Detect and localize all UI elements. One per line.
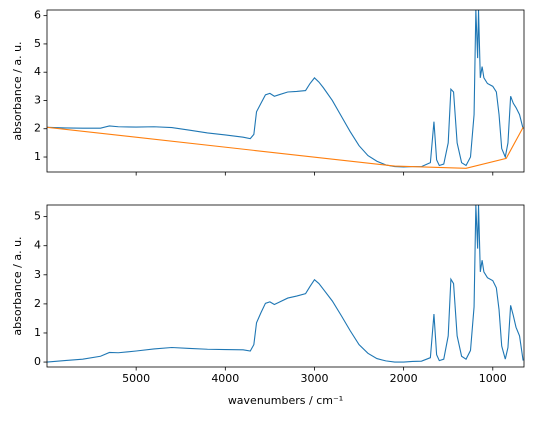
y-axis-label: absorbance / a. u. [11, 41, 24, 140]
spectrum-line [47, 205, 524, 363]
axes-frame [46, 9, 525, 173]
y-tick-label: 4 [34, 239, 41, 252]
spectrum-line [47, 10, 524, 168]
y-tick-label: 3 [34, 93, 41, 106]
y-tick-label: 0 [34, 355, 41, 368]
y-tick-label: 2 [34, 297, 41, 310]
plot-area [47, 205, 524, 363]
axes-frame [46, 204, 525, 368]
x-tick-label: 4000 [211, 372, 239, 385]
y-tick-label: 6 [34, 9, 41, 22]
x-tick-label: 2000 [390, 372, 418, 385]
y-tick-label: 2 [34, 122, 41, 135]
y-tick-label: 1 [34, 326, 41, 339]
y-tick-label: 4 [34, 65, 41, 78]
y-tick-label: 5 [34, 210, 41, 223]
x-axis-label: wavenumbers / cm⁻¹ [228, 394, 343, 407]
x-tick-label: 5000 [122, 372, 150, 385]
y-tick-label: 1 [34, 150, 41, 163]
x-tick-label: 3000 [300, 372, 328, 385]
y-axis-label: absorbance / a. u. [11, 236, 24, 335]
spectrum-line [47, 126, 524, 169]
x-tick-label: 1000 [479, 372, 507, 385]
y-tick-label: 5 [34, 37, 41, 50]
y-tick-label: 3 [34, 268, 41, 281]
plot-area [47, 10, 524, 169]
